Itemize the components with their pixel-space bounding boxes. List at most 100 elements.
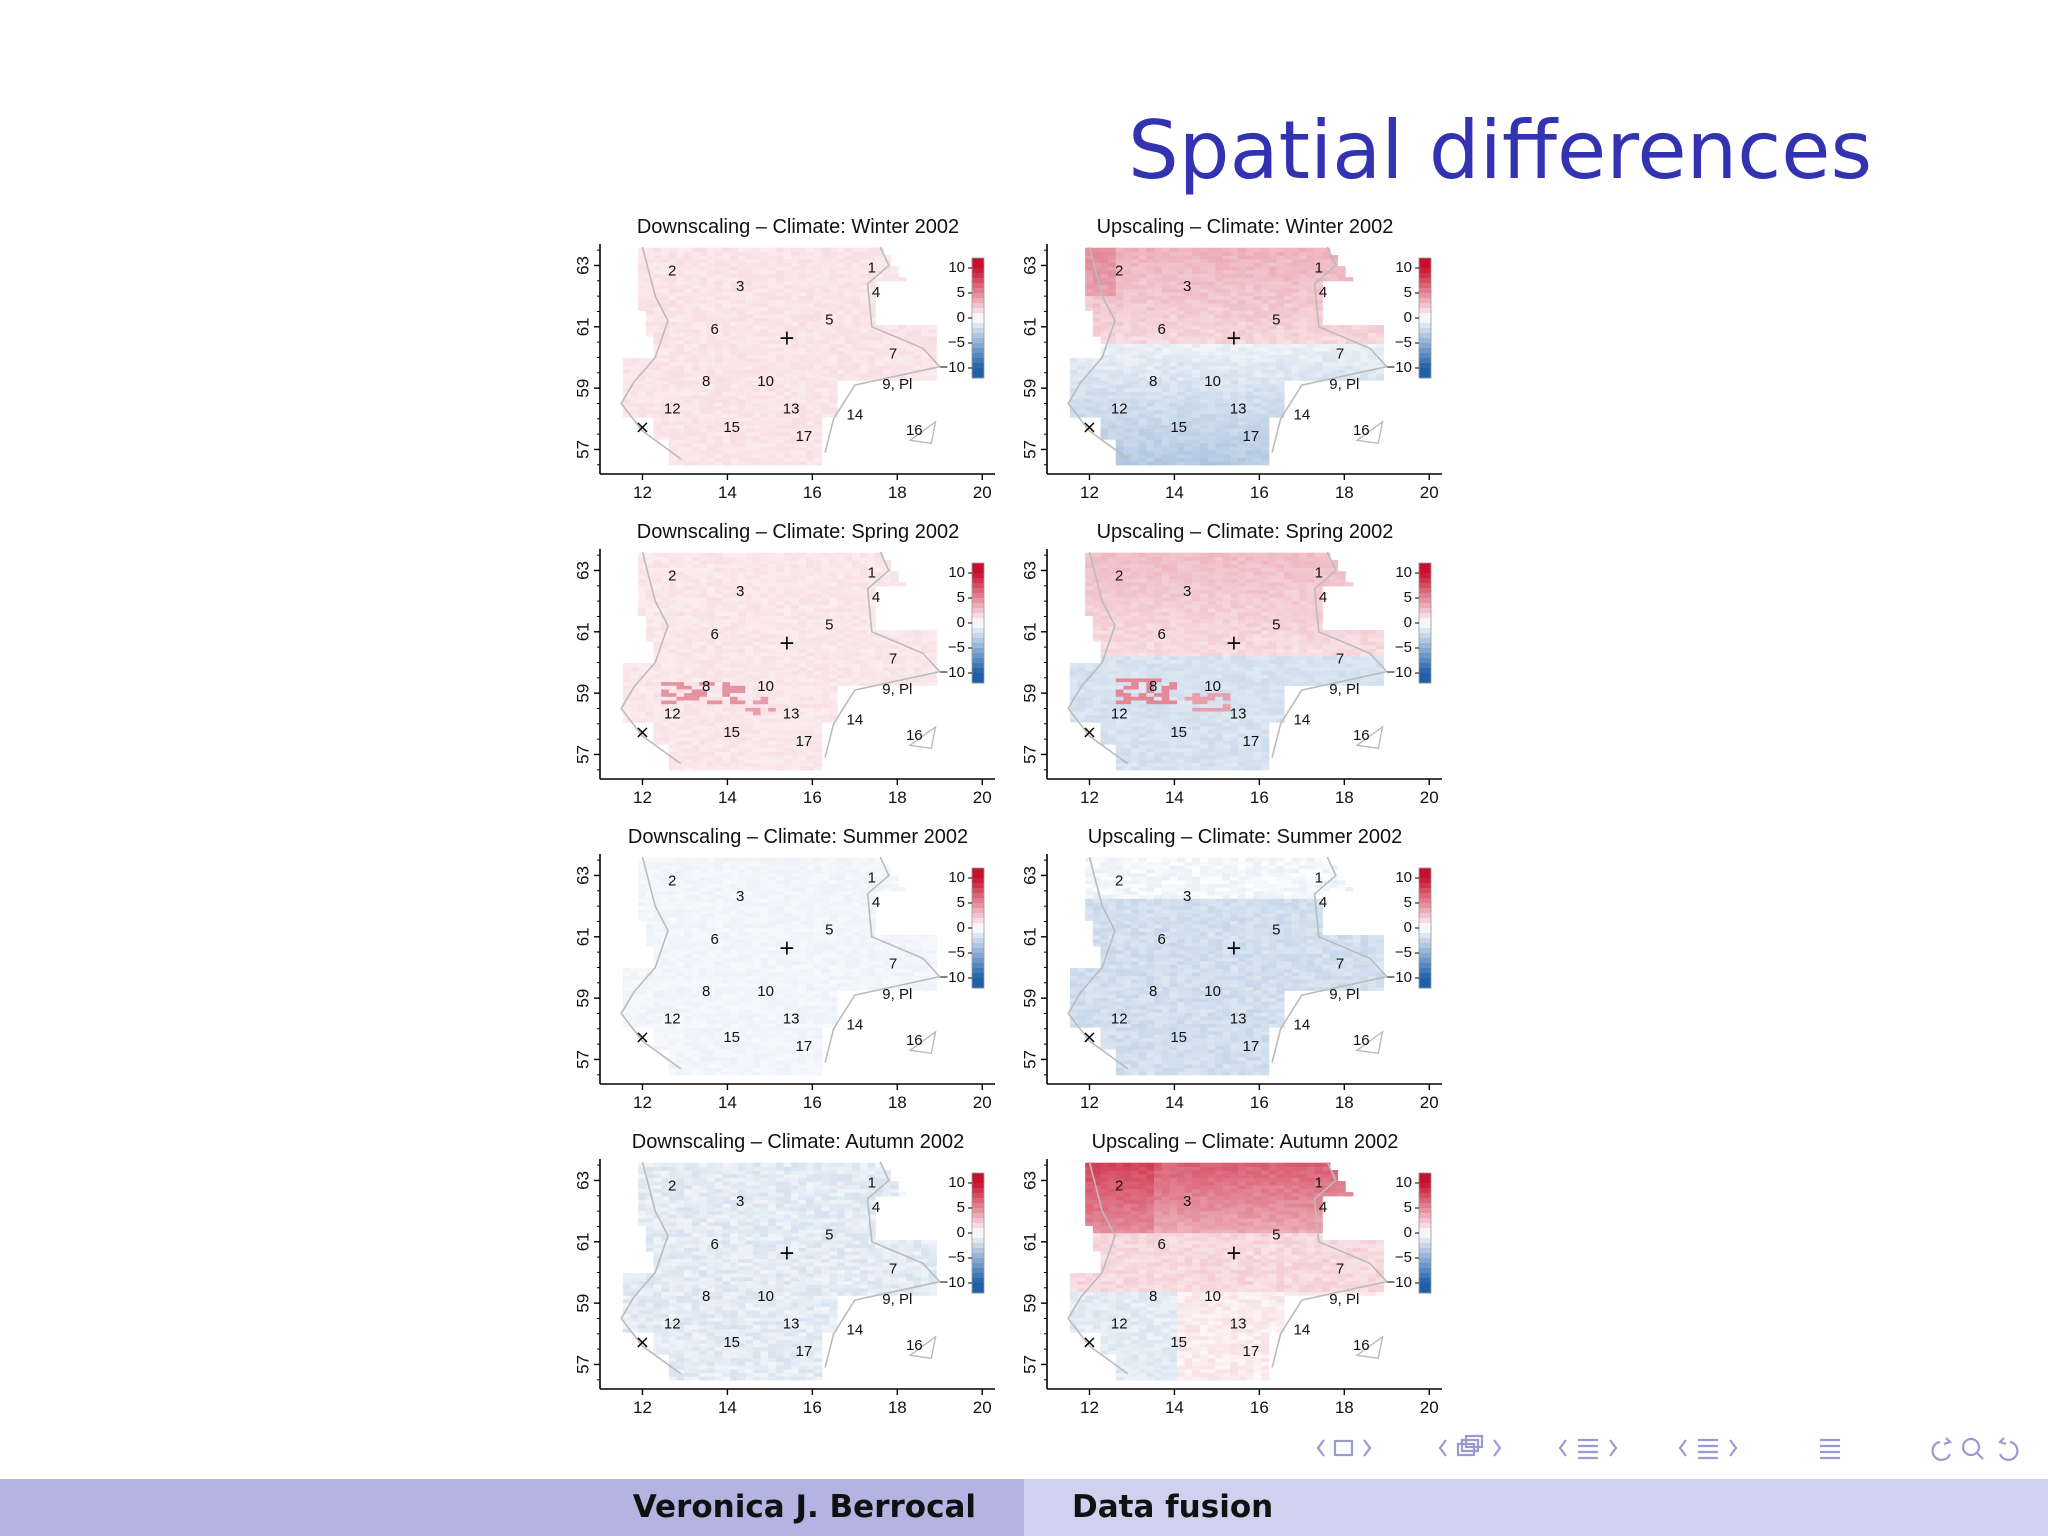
field-cell <box>1138 417 1147 422</box>
field-cell <box>829 394 838 400</box>
field-cell <box>1138 295 1147 300</box>
field-cell <box>806 450 815 455</box>
field-cell <box>668 424 677 429</box>
field-cell <box>737 450 746 455</box>
field-cell <box>1268 380 1277 385</box>
field-cell <box>1199 336 1209 341</box>
field-cell <box>699 398 708 403</box>
field-cell <box>1146 258 1155 263</box>
field-cell <box>1177 258 1186 263</box>
field-cell <box>653 685 662 690</box>
field-cell <box>684 714 693 719</box>
field-cell <box>814 428 823 433</box>
field-cell <box>1215 435 1224 440</box>
field-cell <box>1276 376 1285 381</box>
field-cell <box>1146 413 1155 418</box>
colorbar-segment <box>972 333 984 339</box>
field-cell <box>1261 299 1270 304</box>
field-cell <box>752 585 762 591</box>
field-cell <box>1215 269 1224 275</box>
field-cell <box>806 405 815 411</box>
field-cell <box>1177 450 1186 455</box>
field-cell <box>768 659 777 664</box>
field-cell <box>1360 365 1369 370</box>
field-cell <box>684 641 693 646</box>
field-cell <box>714 269 723 275</box>
field-cell <box>768 740 777 745</box>
field-cell <box>661 560 670 565</box>
field-cell <box>676 692 685 697</box>
field-cell <box>676 461 685 466</box>
field-cell <box>630 383 639 389</box>
field-cell <box>844 358 853 363</box>
field-cell <box>1184 380 1193 385</box>
field-cell <box>791 383 800 389</box>
field-cell <box>638 383 647 389</box>
field-cell <box>760 574 769 580</box>
field-cell <box>752 600 762 605</box>
field-cell <box>737 255 746 260</box>
field-cell <box>783 585 792 591</box>
field-cell <box>1138 354 1147 359</box>
field-cell <box>783 707 792 712</box>
field-cell <box>645 699 655 705</box>
field-cell <box>1199 358 1209 363</box>
field-cell <box>760 758 769 764</box>
field-cell <box>921 325 930 330</box>
field-cell <box>661 589 670 594</box>
field-cell <box>1123 372 1132 378</box>
field-cell <box>1230 251 1239 256</box>
field-cell <box>661 677 670 683</box>
field-cell <box>1261 302 1270 308</box>
field-cell <box>707 398 716 403</box>
field-cell <box>783 380 792 385</box>
field-cell <box>867 247 876 252</box>
field-cell <box>1184 457 1193 462</box>
field-cell <box>630 398 639 403</box>
field-cell <box>1069 358 1079 363</box>
field-cell <box>768 696 777 701</box>
field-cell <box>668 453 677 459</box>
field-cell <box>760 688 769 694</box>
field-cell <box>676 556 685 561</box>
field-cell <box>760 394 769 400</box>
field-cell <box>1245 291 1254 297</box>
field-cell <box>668 696 677 701</box>
field-cell <box>638 718 647 723</box>
field-cell <box>791 652 800 657</box>
field-cell <box>684 413 693 418</box>
field-cell <box>1123 424 1132 429</box>
field-cell <box>737 336 746 341</box>
field-cell <box>676 729 685 734</box>
field-cell <box>821 277 830 282</box>
field-cell <box>1199 325 1209 330</box>
field-cell <box>1207 442 1216 447</box>
field-cell <box>821 269 830 275</box>
field-cell <box>791 284 800 289</box>
field-cell <box>714 758 723 764</box>
field-cell <box>745 681 754 686</box>
field-cell <box>722 744 731 749</box>
field-cell <box>737 361 746 367</box>
field-cell <box>722 387 731 392</box>
field-cell <box>668 336 677 341</box>
field-cell <box>844 280 853 286</box>
field-cell <box>745 744 754 749</box>
field-cell <box>745 461 754 466</box>
field-cell <box>1245 450 1254 455</box>
field-cell <box>1291 284 1300 289</box>
field-cell <box>1215 413 1224 418</box>
field-cell <box>653 560 662 565</box>
field-cell <box>1123 269 1132 275</box>
field-cell <box>752 391 762 396</box>
field-cell <box>867 273 876 278</box>
field-cell <box>1169 291 1178 297</box>
field-cell <box>1092 310 1102 315</box>
field-cell <box>1222 280 1231 286</box>
field-cell <box>1154 387 1163 392</box>
field-cell <box>722 442 731 447</box>
field-cell <box>676 563 685 568</box>
x-tick-label: 20 <box>1420 483 1439 502</box>
field-cell <box>1100 288 1109 293</box>
field-cell <box>1115 361 1124 367</box>
